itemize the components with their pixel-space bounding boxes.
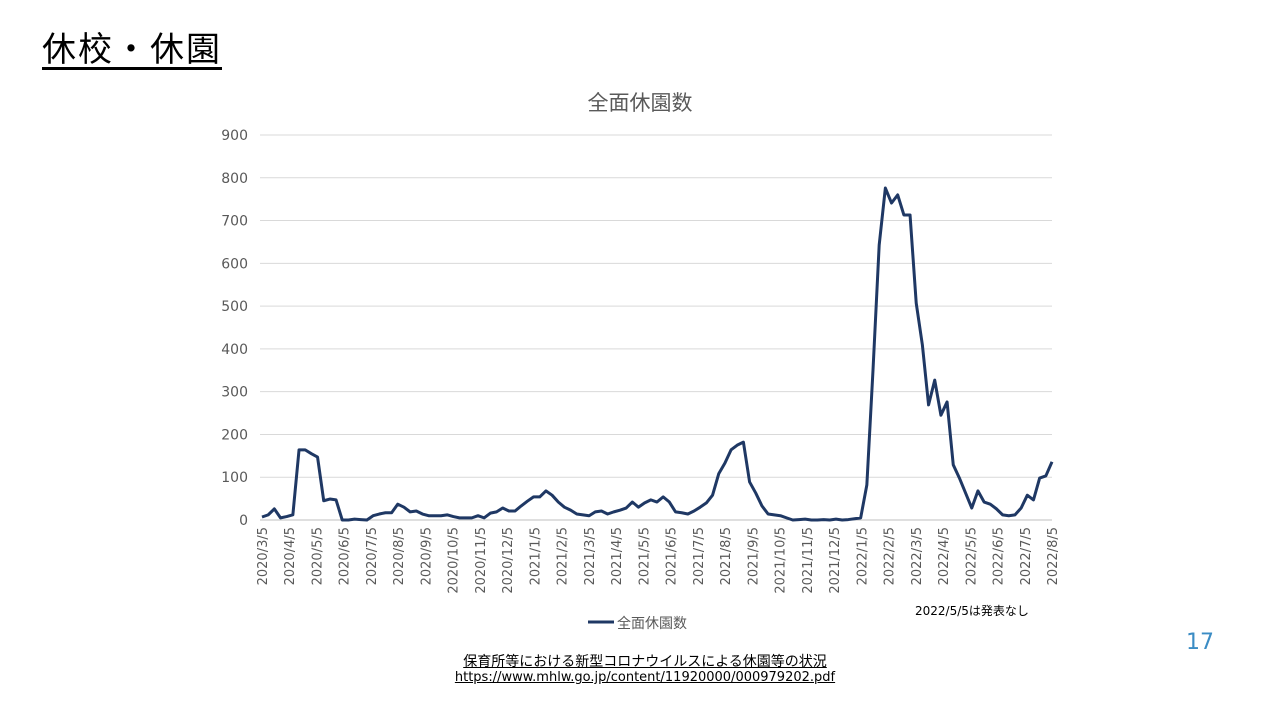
x-tick-label: 2022/7/5 xyxy=(1019,527,1034,585)
x-tick-label: 2021/1/5 xyxy=(528,527,543,585)
y-tick-label: 700 xyxy=(221,214,248,230)
y-tick-label: 900 xyxy=(221,128,248,144)
y-tick-label: 500 xyxy=(221,299,248,315)
y-tick-label: 200 xyxy=(221,427,248,443)
x-tick-label: 2022/3/5 xyxy=(910,527,925,585)
x-tick-label: 2021/3/5 xyxy=(583,527,598,585)
x-tick-label: 2020/11/5 xyxy=(474,527,489,594)
y-tick-label: 800 xyxy=(221,171,248,187)
x-tick-label: 2020/7/5 xyxy=(365,527,380,585)
y-tick-label: 400 xyxy=(221,342,248,358)
x-tick-label: 2020/12/5 xyxy=(501,527,516,594)
x-tick-label: 2020/6/5 xyxy=(338,527,353,585)
chart-note: 2022/5/5は発表なし xyxy=(915,604,1029,618)
x-tick-label: 2020/4/5 xyxy=(283,527,298,585)
x-tick-label: 2020/8/5 xyxy=(392,527,407,585)
legend: 全面休園数 xyxy=(588,615,687,632)
x-tick-label: 2021/8/5 xyxy=(719,527,734,585)
x-tick-label: 2022/2/5 xyxy=(883,527,898,585)
x-tick-label: 2022/4/5 xyxy=(937,527,952,585)
x-tick-label: 2021/11/5 xyxy=(801,527,816,594)
x-tick-label: 2020/10/5 xyxy=(447,527,462,594)
x-tick-label: 2021/7/5 xyxy=(692,527,707,585)
x-tick-label: 2021/10/5 xyxy=(774,527,789,594)
x-tick-label: 2021/2/5 xyxy=(556,527,571,585)
x-tick-label: 2021/6/5 xyxy=(665,527,680,585)
source-url-link[interactable]: https://www.mhlw.go.jp/content/11920000/… xyxy=(454,670,836,685)
x-tick-label: 2020/5/5 xyxy=(310,527,325,585)
chart-title: 全面休園数 xyxy=(588,91,693,115)
legend-label: 全面休園数 xyxy=(617,615,687,632)
slide-title: 休校・休園 xyxy=(42,30,222,70)
x-tick-label: 2022/8/5 xyxy=(1046,527,1061,585)
x-tick-label: 2022/6/5 xyxy=(992,527,1007,585)
x-tick-label: 2021/12/5 xyxy=(828,527,843,594)
x-tick-label: 2021/4/5 xyxy=(610,527,625,585)
x-tick-label: 2020/3/5 xyxy=(256,527,271,585)
y-tick-label: 0 xyxy=(239,513,248,529)
x-tick-label: 2021/9/5 xyxy=(746,527,761,585)
x-tick-label: 2021/5/5 xyxy=(637,527,652,585)
y-tick-label: 600 xyxy=(221,256,248,272)
x-tick-label: 2020/9/5 xyxy=(419,527,434,585)
source-title-link[interactable]: 保育所等における新型コロナウイルスによる休園等の状況 xyxy=(463,654,827,670)
series-line-全面休園数 xyxy=(261,186,1054,522)
y-tick-label: 100 xyxy=(221,470,248,486)
x-tick-label: 2022/1/5 xyxy=(855,527,870,585)
page-number: 17 xyxy=(1186,630,1214,655)
y-tick-label: 300 xyxy=(221,385,248,401)
x-tick-label: 2022/5/5 xyxy=(964,527,979,585)
